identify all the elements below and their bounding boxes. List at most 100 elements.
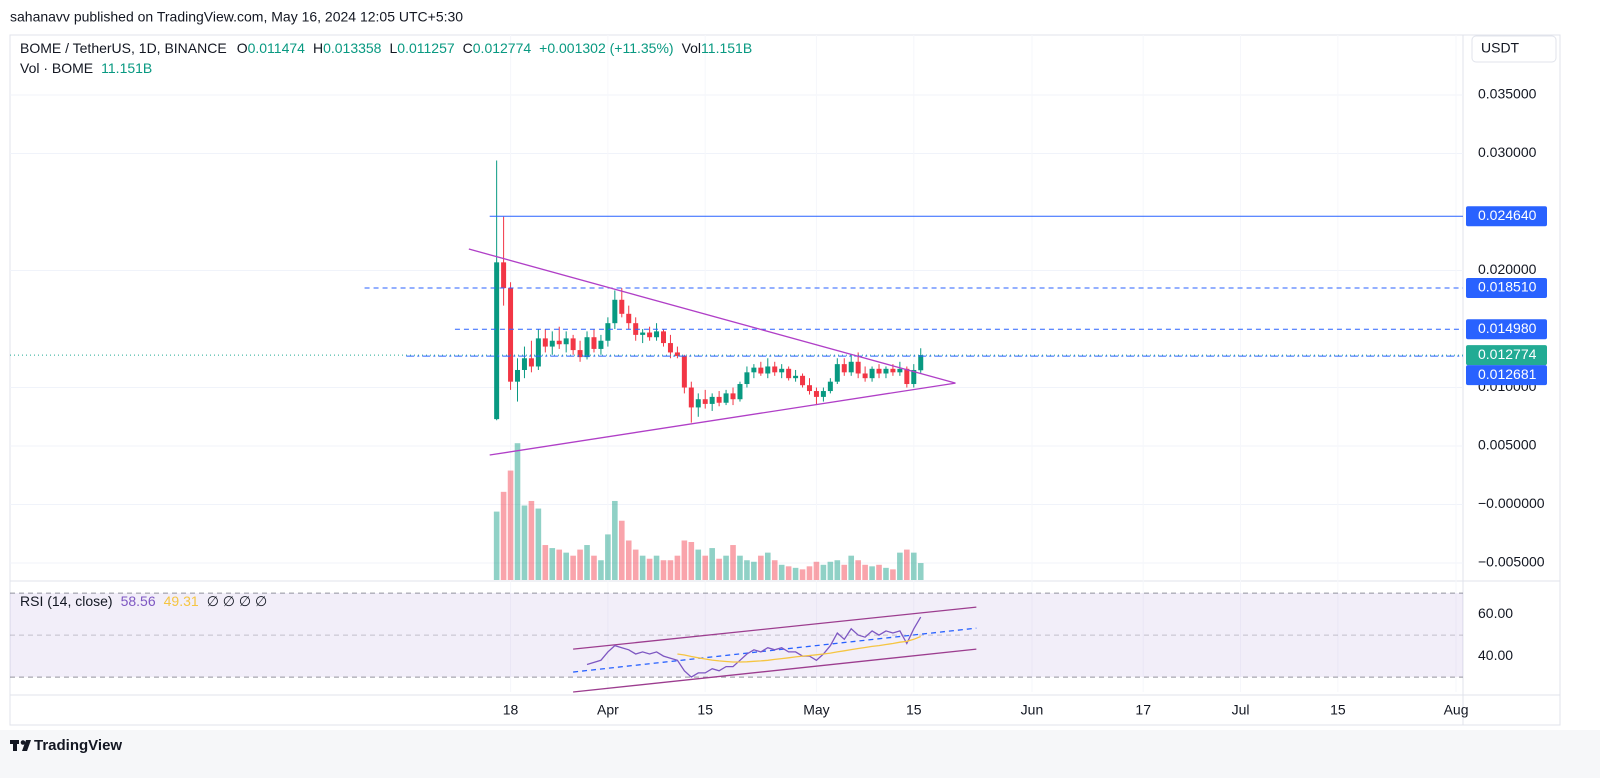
candle-body (779, 368, 785, 373)
y-tick-label: 0.035000 (1478, 86, 1537, 102)
legend-c: 0.012774 (473, 40, 532, 56)
candle-body (758, 367, 764, 374)
volume-bar (528, 500, 535, 580)
vol-line-value: 11.151B (101, 60, 152, 76)
currency-button[interactable] (1471, 35, 1557, 63)
candle-body (577, 350, 583, 358)
volume-bar (890, 569, 896, 580)
x-tick-label: 17 (1135, 702, 1151, 718)
volume-bar (612, 500, 618, 580)
volume-bar (674, 555, 681, 580)
volume-bar (653, 555, 660, 580)
volume-bar (876, 564, 882, 580)
x-tick-label: 15 (697, 702, 713, 718)
legend-h-label: H (313, 40, 323, 56)
volume-bar (778, 564, 785, 580)
volume-bar (577, 549, 583, 580)
plot: 0.0350000.0300000.0200000.0100000.005000… (10, 35, 1547, 718)
level-label: 0.012681 (1478, 366, 1537, 382)
footer-bg (0, 730, 1600, 778)
candle-body (744, 372, 750, 385)
candle-body (765, 366, 771, 374)
volume-bar (542, 545, 549, 580)
volume-bar (681, 540, 688, 580)
volume-bar (570, 555, 576, 580)
candle-body (820, 391, 826, 397)
candle-body (584, 337, 590, 358)
volume-bar (813, 561, 820, 580)
rsi-extra: ∅ ∅ ∅ ∅ (207, 593, 267, 609)
volume-bar (702, 555, 709, 580)
candle-body (647, 332, 653, 338)
level-label: 0.012774 (1478, 346, 1537, 362)
volume-bar (806, 566, 813, 580)
x-tick-label: 18 (503, 702, 519, 718)
candle-body (640, 332, 646, 335)
level-label-bg (1466, 319, 1547, 340)
y-tick-label: −0.005000 (1478, 554, 1545, 570)
volume-bar (591, 555, 597, 580)
volume-bar (716, 558, 722, 580)
candle-body (730, 393, 736, 400)
candle-body (855, 361, 861, 374)
level-label: 0.014980 (1478, 320, 1537, 336)
volume-bar (869, 566, 875, 580)
rsi-tick-label: 60.00 (1478, 605, 1513, 621)
volume-bar (785, 566, 792, 580)
volume-bar (723, 555, 729, 580)
candle-body (848, 361, 854, 373)
volume-bar (639, 555, 646, 580)
candle-body (542, 338, 548, 347)
candle-body (793, 375, 799, 379)
brand: TradingView (34, 737, 122, 754)
x-tick-label: Jun (1021, 702, 1044, 718)
candle-body (688, 387, 694, 408)
candle-body (661, 331, 667, 344)
volume-bar (834, 560, 841, 580)
volume-bar (521, 505, 528, 580)
legend-h: 0.013358 (323, 40, 382, 56)
volume-bar (535, 508, 542, 580)
volume-bar (667, 560, 674, 580)
currency[interactable]: USDT (1481, 40, 1520, 56)
volume-bar (848, 555, 855, 580)
volume-bar (771, 560, 778, 580)
candle-body (751, 367, 757, 373)
volume-bar (632, 549, 639, 580)
x-tick-label: Jul (1232, 702, 1250, 718)
candle-body (813, 391, 819, 397)
volume-bar (695, 549, 702, 580)
volume-bar (584, 545, 590, 580)
candle-body (737, 384, 743, 400)
y-tick-label: 0.005000 (1478, 437, 1537, 453)
candle-body (869, 368, 875, 379)
volume-bar (618, 520, 625, 580)
volume-bar (904, 549, 910, 580)
volume-bar (556, 549, 563, 580)
rsi-trendline (573, 648, 977, 693)
legend-vol-label: Vol (682, 40, 701, 56)
candle-body (800, 375, 806, 386)
candle-body (515, 369, 521, 382)
rsi-tick-label: 40.00 (1478, 647, 1513, 663)
candle-body (549, 340, 555, 347)
rsi-ma-value: 49.31 (164, 593, 199, 609)
volume-bar (646, 558, 653, 580)
candle-body (723, 393, 729, 403)
legend-rsi: RSI (14, close) 58.56 49.31 ∅ ∅ ∅ ∅ (20, 593, 267, 609)
rsi-trendline (573, 606, 977, 650)
x-tick-label: Apr (597, 702, 619, 718)
volume-bar (910, 552, 917, 580)
volume-bar (605, 534, 611, 580)
legend-main: BOME / TetherUS, 1D, BINANCE O0.011474 H0.… (20, 40, 752, 56)
volume-bar (883, 567, 889, 580)
level-label-bg (1466, 206, 1547, 227)
candle-body (834, 364, 840, 382)
candle-body (716, 396, 722, 403)
candle-body (681, 355, 687, 388)
volume-bar (758, 555, 764, 580)
vol-line-label: Vol · BOME (20, 60, 93, 76)
candle-body (890, 368, 896, 373)
brand-logo (10, 740, 31, 751)
rsi-line (677, 635, 921, 663)
